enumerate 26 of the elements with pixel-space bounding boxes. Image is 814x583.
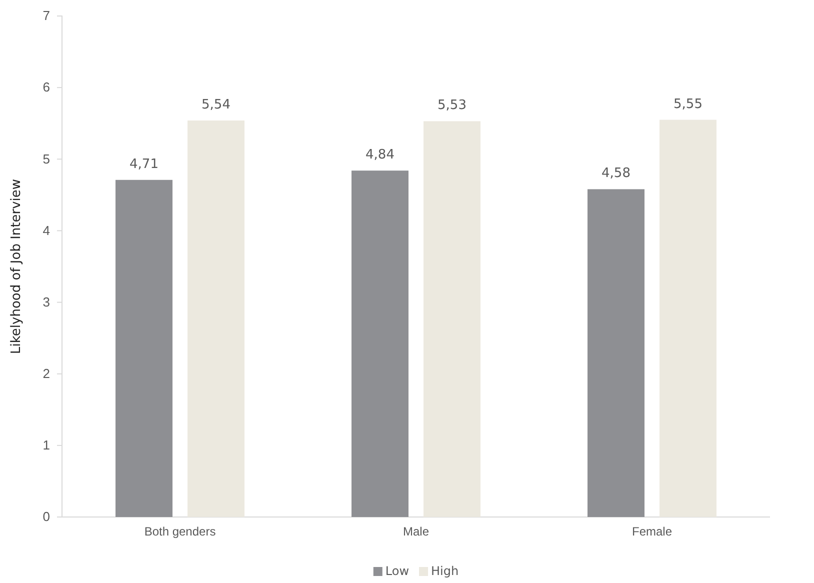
data-label: 4,58 xyxy=(602,166,630,182)
y-axis-title: Likelyhood of Job Interview xyxy=(9,178,24,354)
bar xyxy=(352,170,408,517)
y-tick-label: 4 xyxy=(42,222,50,238)
legend-label: Low xyxy=(385,564,410,578)
data-label: 4,84 xyxy=(366,148,394,163)
y-tick-label: 6 xyxy=(42,80,50,95)
bar xyxy=(424,121,480,517)
y-tick-label: 7 xyxy=(42,8,50,24)
data-label: 5,55 xyxy=(674,96,702,112)
y-tick-label: 5 xyxy=(42,151,50,166)
data-label: 5,54 xyxy=(202,97,230,112)
bar xyxy=(588,189,644,517)
y-tick-label: 3 xyxy=(42,294,50,310)
data-label: 5,53 xyxy=(438,98,466,114)
x-tick-label: Female xyxy=(632,524,672,539)
y-tick-label: 2 xyxy=(42,366,50,382)
x-tick-label: Male xyxy=(402,524,430,539)
legend-label: High xyxy=(431,564,459,578)
x-tick-label: Both genders xyxy=(144,524,216,539)
bar xyxy=(116,180,172,517)
data-label: 4,71 xyxy=(130,156,158,172)
bar xyxy=(188,120,244,517)
y-tick-label: 0 xyxy=(42,509,50,524)
bar xyxy=(660,120,716,517)
y-tick-label: 1 xyxy=(42,438,50,453)
